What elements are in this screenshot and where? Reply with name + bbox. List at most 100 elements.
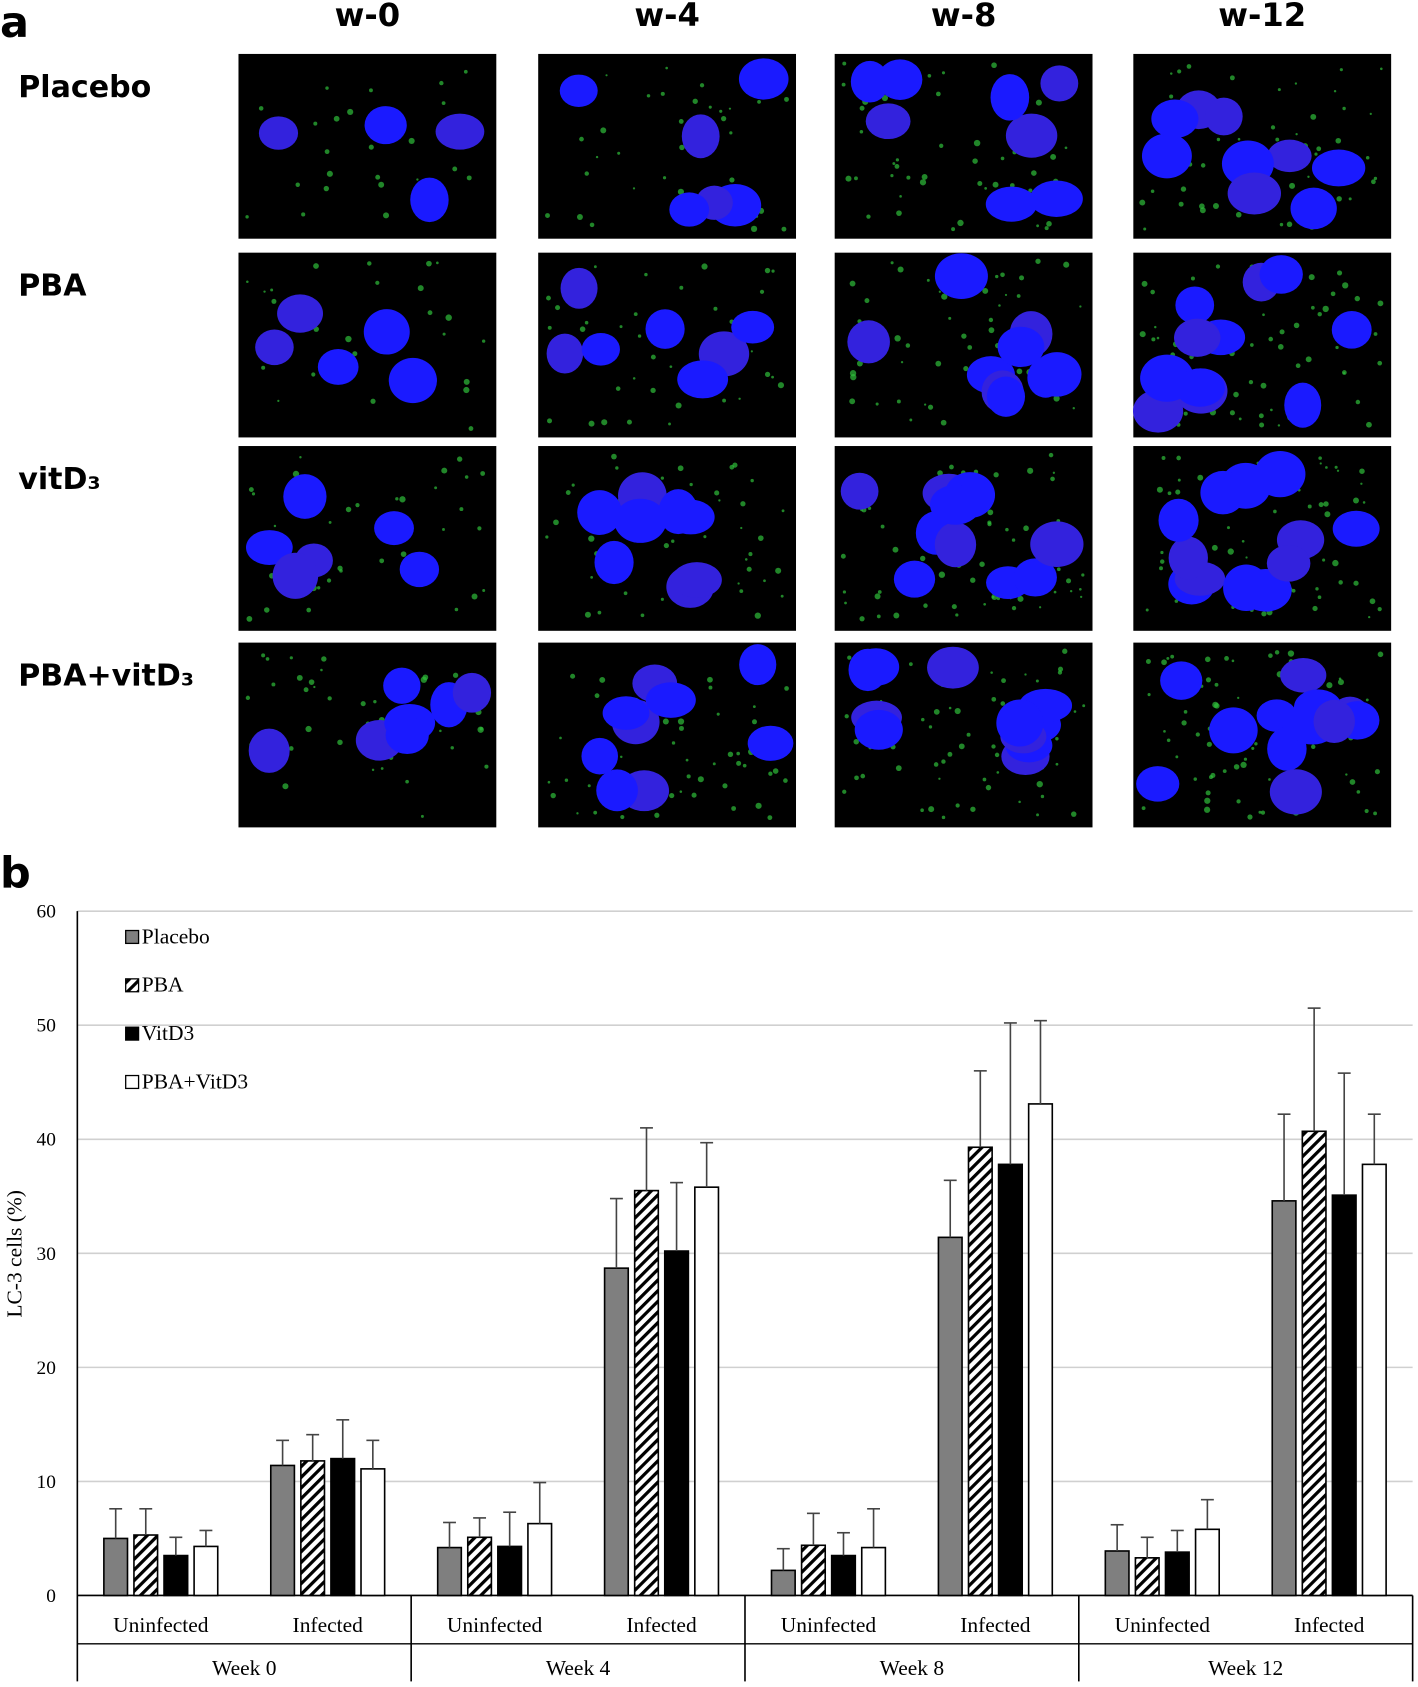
green-signal xyxy=(1339,68,1343,72)
error-bar xyxy=(109,1507,123,1539)
bar xyxy=(860,1546,887,1597)
nucleus xyxy=(671,562,722,598)
green-signal xyxy=(1057,666,1064,672)
x-tick-label: Infected xyxy=(960,1613,1031,1637)
green-signal xyxy=(1161,659,1167,666)
row-label: vitD₃ xyxy=(18,462,100,497)
error-bar xyxy=(640,1127,653,1191)
legend-swatch xyxy=(125,1026,140,1041)
green-signal xyxy=(920,555,926,562)
green-signal xyxy=(1243,757,1248,761)
green-signal xyxy=(951,604,957,610)
green-signal xyxy=(626,419,632,425)
green-signal xyxy=(954,707,961,715)
green-signal xyxy=(842,61,847,66)
green-signal xyxy=(1335,137,1342,144)
green-signal xyxy=(1336,196,1342,202)
nucleus xyxy=(854,709,903,750)
green-signal xyxy=(751,719,757,725)
green-signal xyxy=(933,762,939,767)
bar xyxy=(1331,1194,1357,1597)
green-signal xyxy=(1235,211,1242,218)
green-signal xyxy=(1377,651,1384,658)
green-signal xyxy=(841,82,846,87)
green-signal xyxy=(991,696,997,702)
error-bar xyxy=(609,1197,623,1269)
green-signal xyxy=(1216,137,1221,142)
green-signal xyxy=(646,94,651,98)
green-signal xyxy=(1044,226,1049,231)
green-signal xyxy=(1028,188,1033,193)
green-signal xyxy=(783,778,788,783)
green-signal xyxy=(550,792,556,799)
green-signal xyxy=(1270,408,1273,412)
green-signal xyxy=(576,812,579,815)
green-signal xyxy=(599,676,606,683)
green-signal xyxy=(427,310,433,316)
green-signal xyxy=(593,265,597,269)
green-signal xyxy=(1319,462,1322,465)
green-signal xyxy=(1046,221,1052,227)
green-signal xyxy=(1380,67,1383,71)
green-signal xyxy=(306,607,312,613)
error-bar xyxy=(700,1141,714,1188)
group-label: Week 4 xyxy=(546,1656,611,1680)
green-signal xyxy=(589,222,595,228)
column-header: w-4 xyxy=(634,0,700,34)
green-signal xyxy=(1336,270,1343,276)
green-signal xyxy=(323,185,330,192)
green-signal xyxy=(1079,587,1082,591)
green-signal xyxy=(1227,548,1234,555)
error-bar xyxy=(473,1517,487,1538)
green-signal xyxy=(299,456,302,459)
green-signal xyxy=(1035,258,1041,264)
green-signal xyxy=(463,69,468,74)
nucleus xyxy=(1013,558,1057,597)
green-signal xyxy=(938,571,946,578)
green-signal xyxy=(1258,810,1262,814)
nucleus xyxy=(385,716,429,755)
green-signal xyxy=(611,453,617,460)
nucleus xyxy=(1311,149,1366,187)
nucleus xyxy=(1331,311,1372,349)
green-signal xyxy=(405,779,409,784)
green-signal xyxy=(859,105,865,111)
bar xyxy=(1361,1163,1387,1597)
green-signal xyxy=(955,803,960,808)
green-signal xyxy=(367,261,372,266)
green-signal xyxy=(1000,156,1005,161)
green-signal xyxy=(1373,176,1378,181)
green-signal xyxy=(941,759,946,764)
green-signal xyxy=(995,274,999,279)
green-signal xyxy=(777,382,785,389)
green-signal xyxy=(951,227,956,232)
green-signal xyxy=(347,108,354,116)
green-signal xyxy=(744,558,748,561)
green-signal xyxy=(439,80,444,86)
nucleus xyxy=(581,737,619,775)
green-signal xyxy=(668,422,671,426)
green-signal xyxy=(1205,677,1212,683)
green-signal xyxy=(1307,175,1310,178)
green-signal xyxy=(1017,595,1024,602)
green-signal xyxy=(1071,811,1077,817)
green-signal xyxy=(763,579,766,583)
green-signal xyxy=(1036,780,1043,788)
green-signal xyxy=(977,180,983,186)
green-signal xyxy=(442,528,445,531)
green-signal xyxy=(1356,790,1361,794)
green-signal xyxy=(1360,482,1363,485)
green-signal xyxy=(1141,280,1148,287)
nucleus xyxy=(1158,498,1199,542)
green-signal xyxy=(1150,289,1155,295)
green-signal xyxy=(991,744,996,749)
green-signal xyxy=(545,535,549,539)
green-signal xyxy=(920,808,924,813)
green-signal xyxy=(1273,509,1277,514)
nucleus xyxy=(669,192,710,227)
green-signal xyxy=(1333,89,1337,93)
green-signal xyxy=(1317,311,1322,317)
green-signal xyxy=(1365,698,1369,702)
green-signal xyxy=(1229,75,1235,81)
green-signal xyxy=(1040,794,1045,799)
